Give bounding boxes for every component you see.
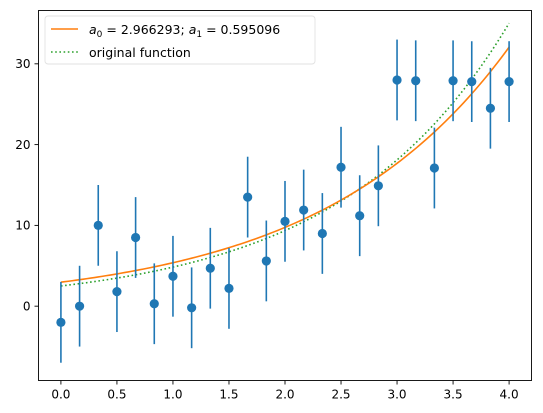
legend-a1-value: = 0.595096 — [206, 22, 280, 37]
y-tick-label: 20 — [15, 138, 30, 152]
legend-a0-subscript: 0 — [97, 30, 103, 40]
data-point — [411, 76, 421, 86]
data-point — [131, 232, 141, 243]
data-point — [74, 301, 85, 311]
data-point — [205, 263, 215, 273]
data-point — [224, 283, 234, 294]
data-point — [467, 76, 477, 87]
legend-a0-value: = 2.966293; — [106, 22, 188, 37]
data-point — [93, 220, 103, 230]
x-tick-label: 3.0 — [387, 388, 406, 402]
data-point — [299, 205, 309, 215]
y-tick-label: 30 — [15, 57, 30, 71]
data-point — [429, 163, 439, 173]
legend-a0-symbol: a — [89, 22, 97, 37]
x-tick-label: 1.5 — [219, 388, 238, 402]
legend-a1-subscript: 1 — [196, 30, 202, 40]
data-point — [168, 271, 178, 281]
x-tick-label: 0.5 — [107, 388, 126, 402]
x-tick-label: 2.0 — [275, 388, 294, 402]
x-tick-label: 1.0 — [163, 388, 182, 402]
legend-fit-label: a0 = 2.966293; a1 = 0.595096 — [89, 22, 280, 40]
legend-original-label: original function — [89, 45, 191, 60]
data-point — [149, 299, 159, 309]
x-tick-label: 0.0 — [51, 388, 70, 402]
data-point — [504, 76, 514, 87]
x-tick-label: 4.0 — [500, 388, 519, 402]
data-point — [317, 228, 327, 239]
data-point — [485, 103, 496, 113]
y-tick-label: 10 — [15, 219, 30, 233]
data-point — [336, 162, 346, 172]
x-tick-label: 3.5 — [444, 388, 463, 402]
data-point — [448, 76, 458, 86]
y-tick-label: 0 — [23, 299, 31, 313]
data-point — [355, 211, 365, 221]
data-point — [56, 317, 66, 327]
legend-frame — [44, 15, 316, 65]
data-point — [243, 192, 253, 202]
data-point — [261, 256, 271, 266]
legend-a1-symbol: a — [189, 22, 197, 37]
data-point — [187, 303, 197, 313]
data-point — [373, 181, 383, 191]
points-layer — [56, 39, 514, 363]
x-axis-ticks: 0.0 0.5 1.0 1.5 2.0 2.5 3.0 3.5 4.0 — [51, 380, 519, 402]
y-axis-ticks: 0 10 20 30 — [15, 57, 39, 313]
x-tick-label: 2.5 — [331, 388, 350, 402]
data-point — [392, 75, 402, 85]
legend: a0 = 2.966293; a1 = 0.595096 original func… — [44, 15, 316, 65]
data-point — [280, 216, 290, 226]
data-point — [112, 287, 122, 297]
